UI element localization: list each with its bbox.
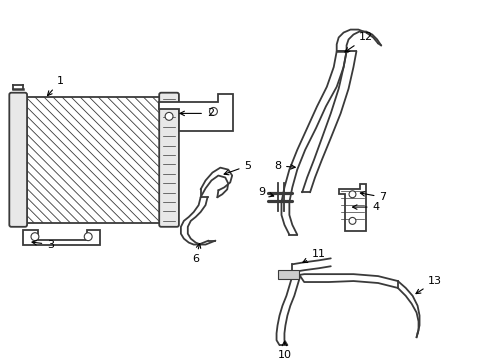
Circle shape bbox=[348, 191, 355, 198]
Circle shape bbox=[31, 233, 39, 240]
Polygon shape bbox=[277, 270, 299, 279]
Text: 9: 9 bbox=[258, 187, 273, 197]
Text: 8: 8 bbox=[273, 161, 295, 171]
Polygon shape bbox=[23, 230, 100, 244]
Text: 6: 6 bbox=[192, 243, 200, 264]
Text: 3: 3 bbox=[32, 239, 54, 249]
Text: 1: 1 bbox=[47, 76, 64, 96]
Circle shape bbox=[165, 112, 173, 120]
FancyBboxPatch shape bbox=[9, 93, 27, 227]
Text: 12: 12 bbox=[344, 32, 372, 52]
Text: 13: 13 bbox=[415, 276, 442, 294]
Bar bbox=[25, 96, 161, 223]
Text: 7: 7 bbox=[360, 192, 386, 202]
Text: 5: 5 bbox=[224, 161, 251, 175]
Polygon shape bbox=[338, 184, 366, 231]
Text: 4: 4 bbox=[352, 202, 379, 212]
Polygon shape bbox=[159, 94, 233, 131]
Circle shape bbox=[348, 217, 355, 224]
Circle shape bbox=[84, 233, 92, 240]
Circle shape bbox=[209, 108, 217, 115]
FancyBboxPatch shape bbox=[159, 93, 179, 227]
Text: 11: 11 bbox=[302, 249, 325, 262]
Text: 10: 10 bbox=[277, 341, 291, 360]
Text: 2: 2 bbox=[180, 108, 214, 118]
